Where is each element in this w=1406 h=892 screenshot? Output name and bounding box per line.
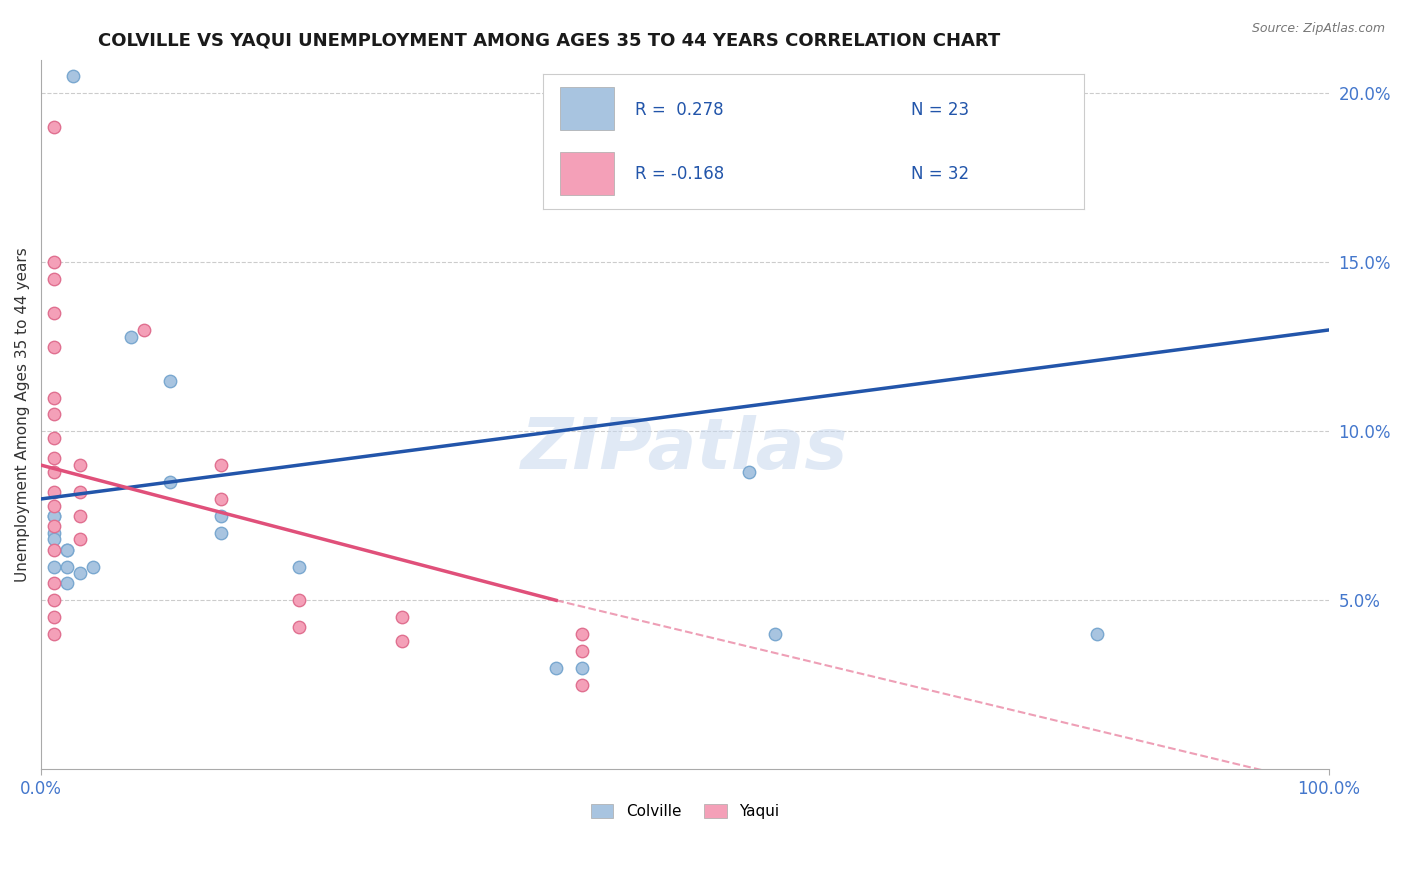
Point	[159, 475, 181, 489]
Point	[42, 451, 65, 466]
Point	[42, 610, 65, 624]
Point	[738, 465, 761, 479]
Point	[42, 431, 65, 445]
Point	[42, 272, 65, 286]
Point	[571, 644, 593, 658]
Point	[69, 458, 91, 472]
Point	[1085, 627, 1108, 641]
Point	[42, 559, 65, 574]
Point	[287, 620, 309, 634]
Point	[42, 508, 65, 523]
Point	[42, 120, 65, 135]
Text: Source: ZipAtlas.com: Source: ZipAtlas.com	[1251, 22, 1385, 36]
Point	[391, 610, 413, 624]
Point	[42, 627, 65, 641]
Point	[69, 508, 91, 523]
Point	[546, 661, 568, 675]
Point	[56, 542, 79, 557]
Point	[42, 525, 65, 540]
Point	[571, 627, 593, 641]
Point	[287, 593, 309, 607]
Point	[42, 465, 65, 479]
Point	[42, 508, 65, 523]
Point	[42, 485, 65, 500]
Point	[209, 491, 232, 506]
Point	[391, 633, 413, 648]
Point	[571, 678, 593, 692]
Point	[42, 519, 65, 533]
Point	[42, 576, 65, 591]
Point	[56, 576, 79, 591]
Y-axis label: Unemployment Among Ages 35 to 44 years: Unemployment Among Ages 35 to 44 years	[15, 247, 30, 582]
Point	[42, 408, 65, 422]
Point	[42, 542, 65, 557]
Point	[82, 559, 104, 574]
Point	[56, 542, 79, 557]
Point	[134, 323, 156, 337]
Point	[56, 559, 79, 574]
Point	[69, 566, 91, 581]
Point	[209, 508, 232, 523]
Point	[42, 255, 65, 269]
Point	[209, 458, 232, 472]
Text: COLVILLE VS YAQUI UNEMPLOYMENT AMONG AGES 35 TO 44 YEARS CORRELATION CHART: COLVILLE VS YAQUI UNEMPLOYMENT AMONG AGE…	[98, 31, 1001, 49]
Text: ZIPatlas: ZIPatlas	[522, 416, 849, 484]
Legend: Colville, Yaqui: Colville, Yaqui	[585, 798, 786, 825]
Point	[287, 559, 309, 574]
Point	[209, 525, 232, 540]
Point	[69, 485, 91, 500]
Point	[42, 533, 65, 547]
Point	[159, 374, 181, 388]
Point	[69, 533, 91, 547]
Point	[42, 340, 65, 354]
Point	[42, 306, 65, 320]
Point	[571, 661, 593, 675]
Point	[62, 70, 84, 84]
Point	[42, 499, 65, 513]
Point	[120, 329, 142, 343]
Point	[42, 391, 65, 405]
Point	[763, 627, 786, 641]
Point	[42, 593, 65, 607]
